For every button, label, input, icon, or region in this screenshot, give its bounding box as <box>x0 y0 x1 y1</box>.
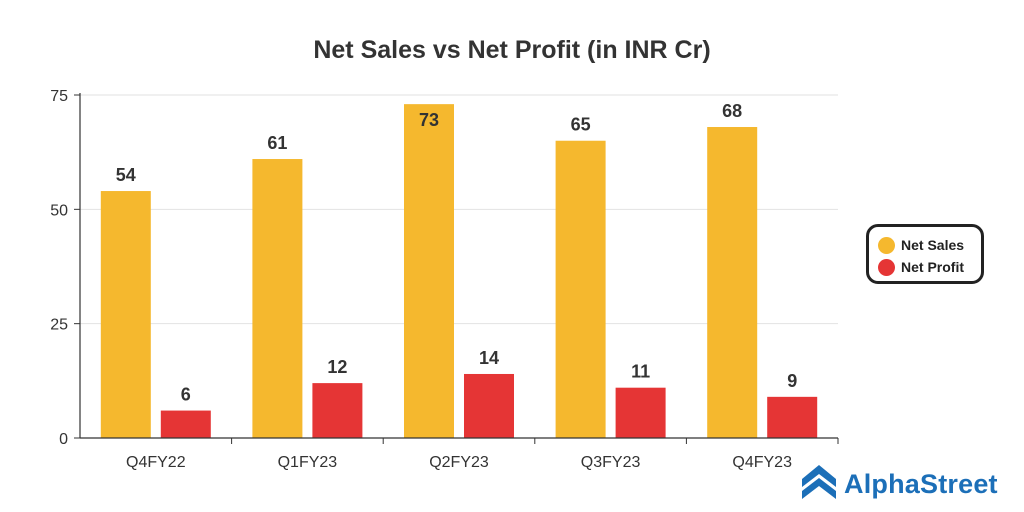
bar-net-sales-q4fy23 <box>707 127 758 438</box>
chart-title: Net Sales vs Net Profit (in INR Cr) <box>313 36 710 64</box>
legend-swatch-net-profit <box>878 258 895 276</box>
x-tick-label-q4fy23: Q4FY23 <box>732 454 792 471</box>
bar-net-profit-q4fy22 <box>160 410 211 438</box>
bar-net-sales-q3fy23 <box>555 140 606 438</box>
bar-net-profit-q2fy23 <box>464 373 514 438</box>
legend-label-net-sales: Net Sales <box>901 237 965 253</box>
x-tick-label-q4fy22: Q4FY22 <box>126 454 186 471</box>
data-label-net-sales-q1fy23: 61 <box>267 133 287 153</box>
brand-logo: AlphaStreet <box>800 464 998 504</box>
bar-net-profit-q4fy23 <box>767 396 818 438</box>
legend-label-net-profit: Net Profit <box>901 259 964 275</box>
brand-name: AlphaStreet <box>844 468 998 499</box>
alphastreet-logo-icon <box>800 463 838 506</box>
bar-net-profit-q1fy23 <box>312 383 363 438</box>
data-label-net-sales-q3fy23: 65 <box>571 115 591 135</box>
bar-net-sales-q1fy23 <box>252 159 303 438</box>
data-label-net-profit-q1fy23: 12 <box>327 357 347 377</box>
bar-net-profit-q3fy23 <box>615 387 666 438</box>
x-tick-label-q1fy23: Q1FY23 <box>278 454 338 471</box>
y-tick-label-50: 50 <box>50 202 68 219</box>
data-label-net-profit-q3fy23: 11 <box>631 362 650 382</box>
x-tick-label-q3fy23: Q3FY23 <box>581 454 641 471</box>
data-label-net-profit-q2fy23: 14 <box>479 348 499 368</box>
bar-net-sales-q4fy22 <box>100 191 151 438</box>
bars <box>100 104 818 438</box>
legend-item-net-sales: Net Sales <box>878 234 981 256</box>
data-label-net-profit-q4fy22: 6 <box>181 385 191 405</box>
y-tick-label-25: 25 <box>50 317 68 334</box>
data-labels: 54 6 61 12 73 14 65 11 68 9 <box>116 101 797 405</box>
x-tick-label-q2fy23: Q2FY23 <box>429 454 489 471</box>
data-label-net-profit-q4fy23: 9 <box>787 371 797 391</box>
y-tick-label-75: 75 <box>50 88 68 105</box>
axes: 0 25 50 75 Q4FY22 Q1FY23 Q2FY23 Q3FY23 Q4FY23 <box>50 88 839 471</box>
data-label-net-sales-q4fy23: 68 <box>722 101 742 121</box>
data-label-net-sales-q2fy23: 73 <box>419 110 439 130</box>
data-label-net-sales-q4fy22: 54 <box>116 165 136 185</box>
y-tick-label-0: 0 <box>59 431 68 448</box>
legend: Net Sales Net Profit <box>866 224 984 284</box>
legend-item-net-profit: Net Profit <box>878 256 981 278</box>
legend-swatch-net-sales <box>878 236 895 254</box>
bar-net-sales-q2fy23 <box>404 104 454 438</box>
